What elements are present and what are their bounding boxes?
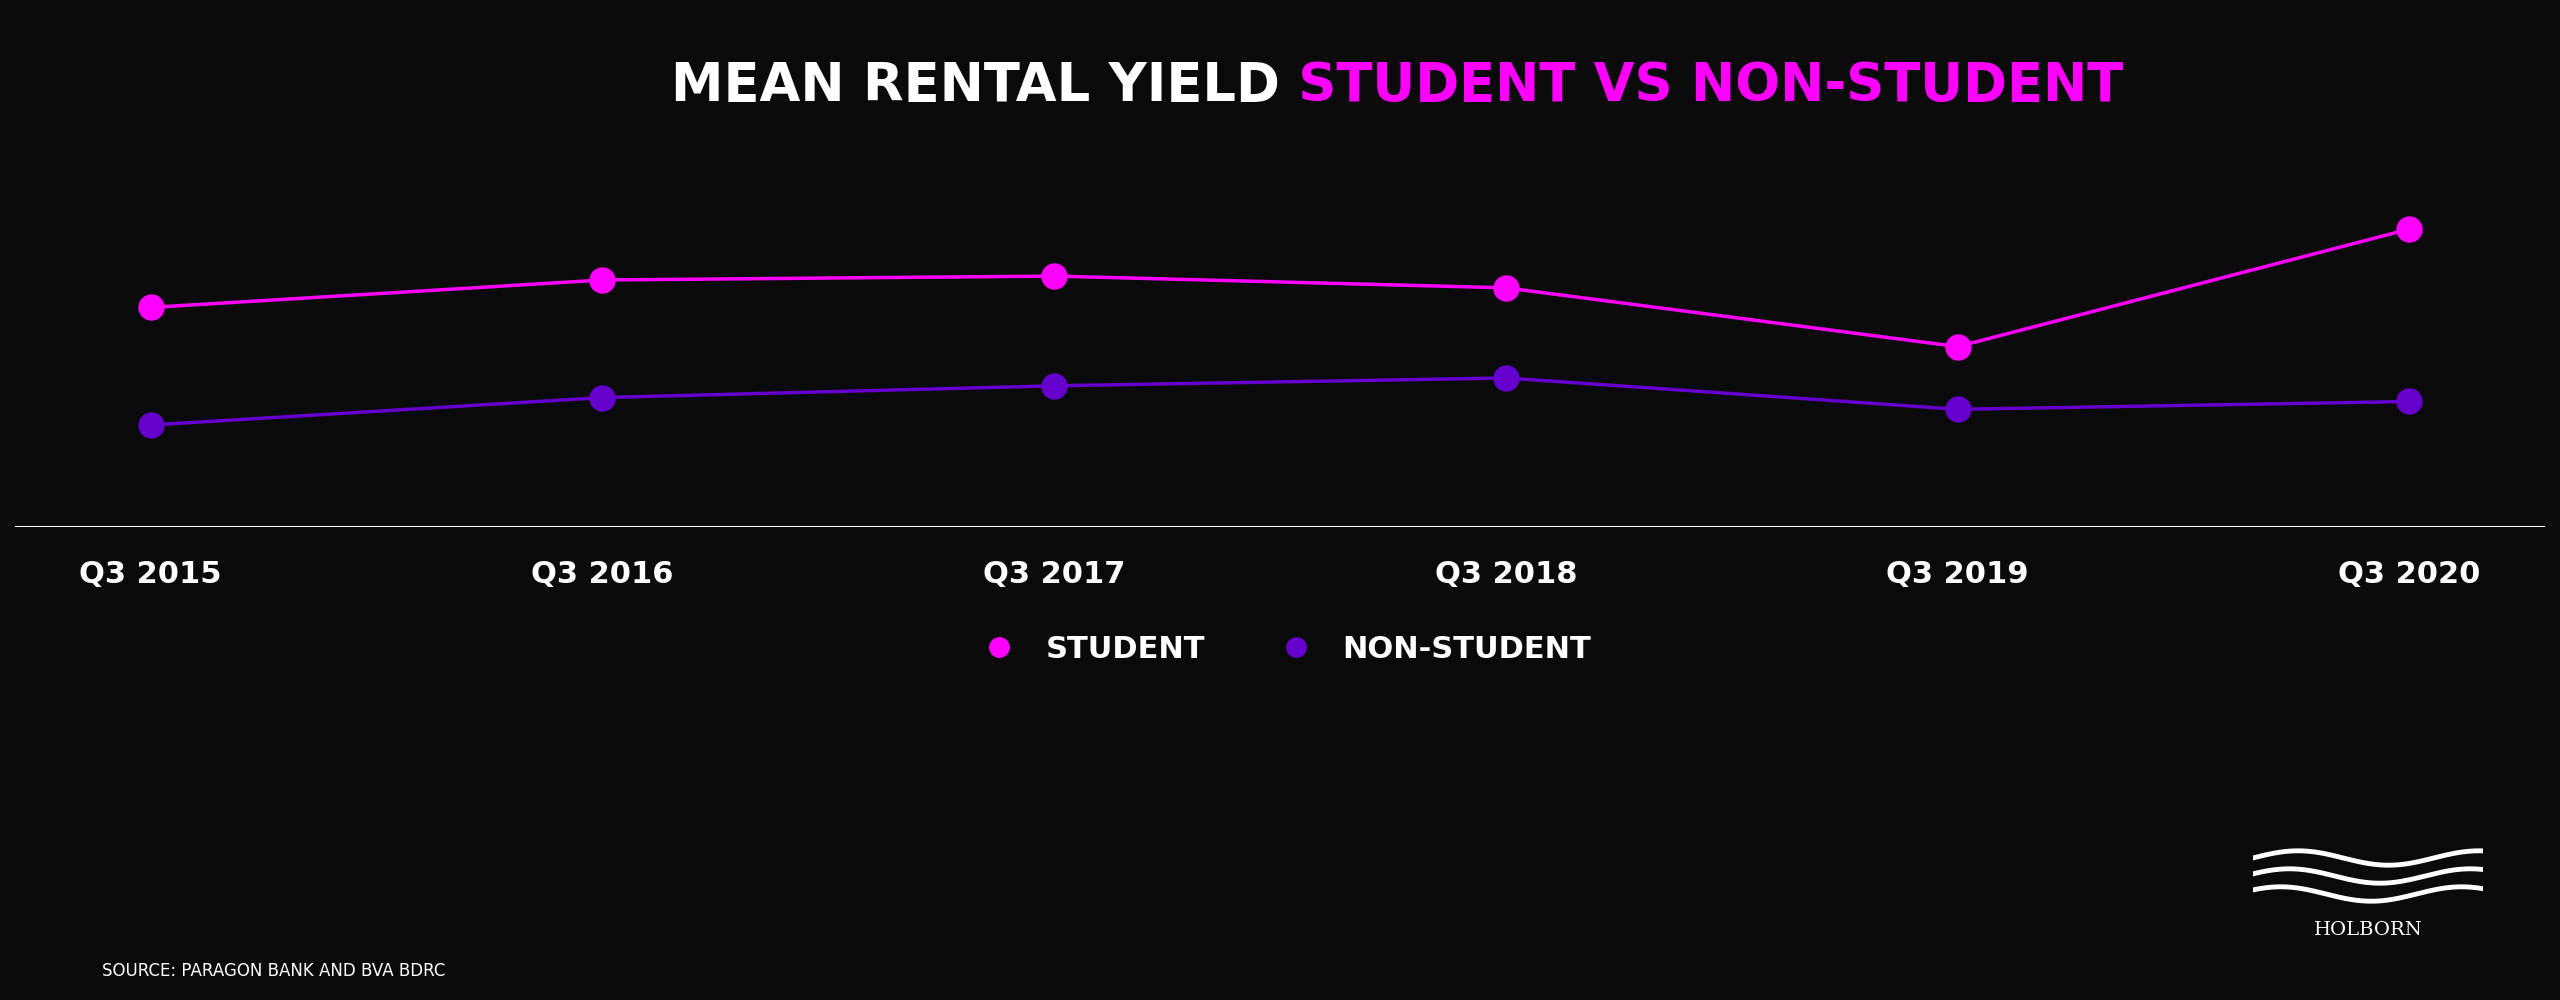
Text: STUDENT VS NON-STUDENT: STUDENT VS NON-STUDENT — [1280, 60, 2122, 112]
Legend: STUDENT, NON-STUDENT: STUDENT, NON-STUDENT — [957, 623, 1603, 676]
Text: SOURCE: PARAGON BANK AND BVA BDRC: SOURCE: PARAGON BANK AND BVA BDRC — [102, 962, 445, 980]
Text: MEAN RENTAL YIELD STUDENT VS NON-STUDENT: MEAN RENTAL YIELD STUDENT VS NON-STUDENT — [553, 70, 2007, 122]
Text: HOLBORN: HOLBORN — [2314, 921, 2422, 939]
Text: MEAN RENTAL YIELD: MEAN RENTAL YIELD — [671, 60, 1280, 112]
